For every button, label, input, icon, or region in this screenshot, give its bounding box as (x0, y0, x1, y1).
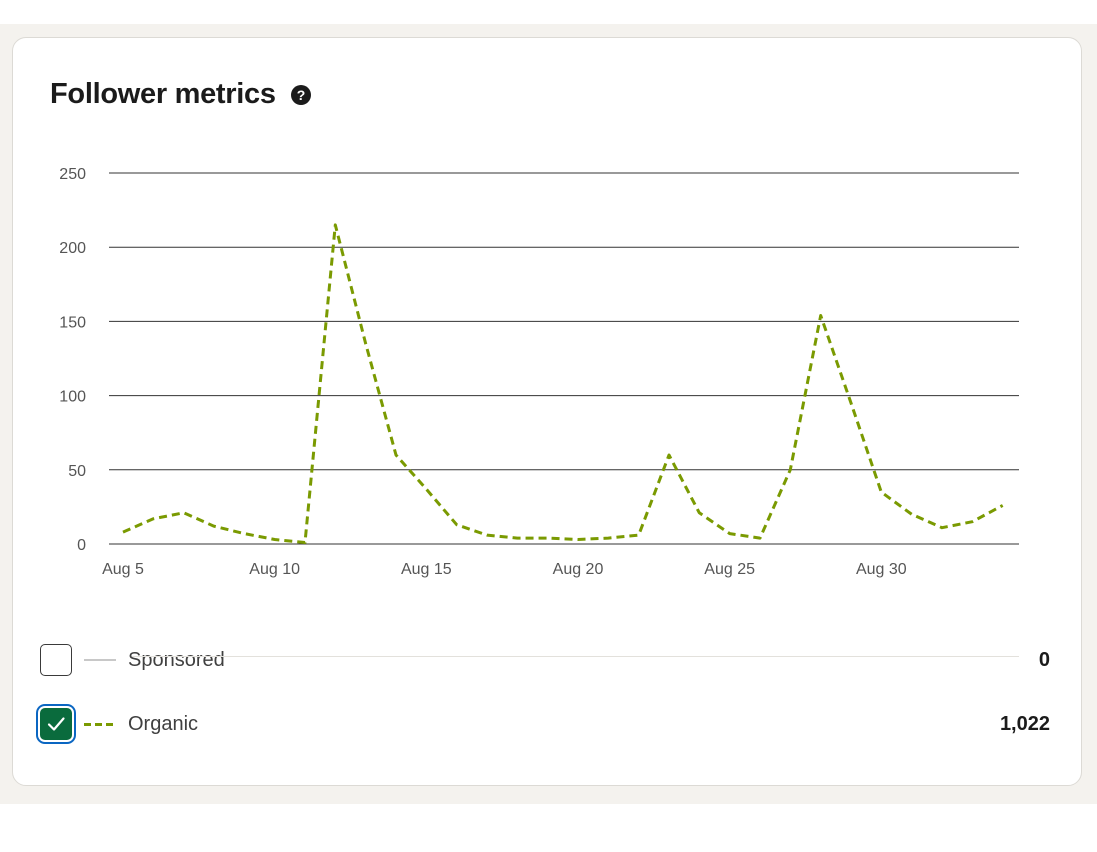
sponsored-label: Sponsored (128, 648, 225, 671)
data-point-organic (1001, 503, 1005, 507)
data-point-organic (546, 536, 550, 540)
data-point-organic (424, 487, 428, 491)
data-point-organic (606, 536, 610, 540)
y-tick-label: 0 (77, 537, 86, 554)
data-point-organic (940, 526, 944, 530)
data-point-organic (788, 468, 792, 472)
card-header: Follower metrics ? (50, 78, 312, 111)
data-point-organic (637, 533, 641, 537)
legend-row-organic: Organic 1,022 (40, 704, 1050, 744)
series-line-organic (122, 223, 1004, 544)
x-tick-label: Aug 30 (856, 561, 907, 578)
organic-value: 1,022 (999, 712, 1050, 735)
data-point-organic (758, 536, 762, 540)
y-tick-label: 150 (59, 314, 86, 331)
data-point-organic (849, 401, 853, 405)
data-point-organic (728, 532, 732, 536)
svg-text:?: ? (296, 87, 305, 103)
data-point-organic (879, 490, 883, 494)
data-point-organic (485, 533, 489, 537)
x-tick-label: Aug 15 (401, 561, 452, 578)
data-point-organic (333, 223, 337, 227)
data-point-organic (242, 532, 246, 536)
sponsored-line-swatch (84, 659, 116, 661)
data-point-organic (394, 453, 398, 457)
data-point-organic (455, 523, 459, 527)
data-point-organic (212, 524, 216, 528)
data-point-organic (697, 511, 701, 515)
organic-checkbox[interactable] (40, 708, 72, 740)
data-point-organic (121, 530, 125, 534)
x-tick-label: Aug 5 (102, 561, 144, 578)
data-point-organic (303, 541, 307, 545)
data-point-organic (364, 342, 368, 346)
y-tick-label: 200 (59, 240, 86, 257)
data-point-organic (970, 520, 974, 524)
checkmark-icon (47, 717, 65, 731)
follower-line-chart: 0 50 100 150 200 250 Aug 5 Aug 10 Aug 15 Aug 20 Au… (59, 166, 1019, 578)
organic-label: Organic (128, 712, 199, 735)
y-tick-label: 250 (59, 166, 86, 183)
organic-line-swatch (84, 722, 116, 726)
card-title: Follower metrics (50, 78, 276, 110)
x-tick-label: Aug 25 (704, 561, 755, 578)
question-circle-icon[interactable]: ? (290, 84, 312, 106)
sponsored-value: 0 (1038, 648, 1050, 671)
sponsored-checkbox[interactable] (40, 644, 72, 676)
data-point-organic (576, 538, 580, 542)
data-point-organic (273, 538, 277, 542)
data-point-organic (910, 512, 914, 516)
legend-divider (132, 656, 1019, 657)
y-tick-label: 100 (59, 389, 86, 406)
x-tick-label: Aug 20 (553, 561, 604, 578)
data-point-organic (667, 453, 671, 457)
data-point-organic (515, 536, 519, 540)
follower-metrics-card: Follower metrics ? (12, 37, 1082, 786)
data-point-organic (182, 511, 186, 515)
y-tick-label: 50 (68, 463, 86, 480)
legend-row-sponsored: Sponsored 0 (40, 640, 1050, 680)
data-point-organic (819, 313, 823, 317)
x-tick-label: Aug 10 (249, 561, 300, 578)
data-point-organic (151, 517, 155, 521)
